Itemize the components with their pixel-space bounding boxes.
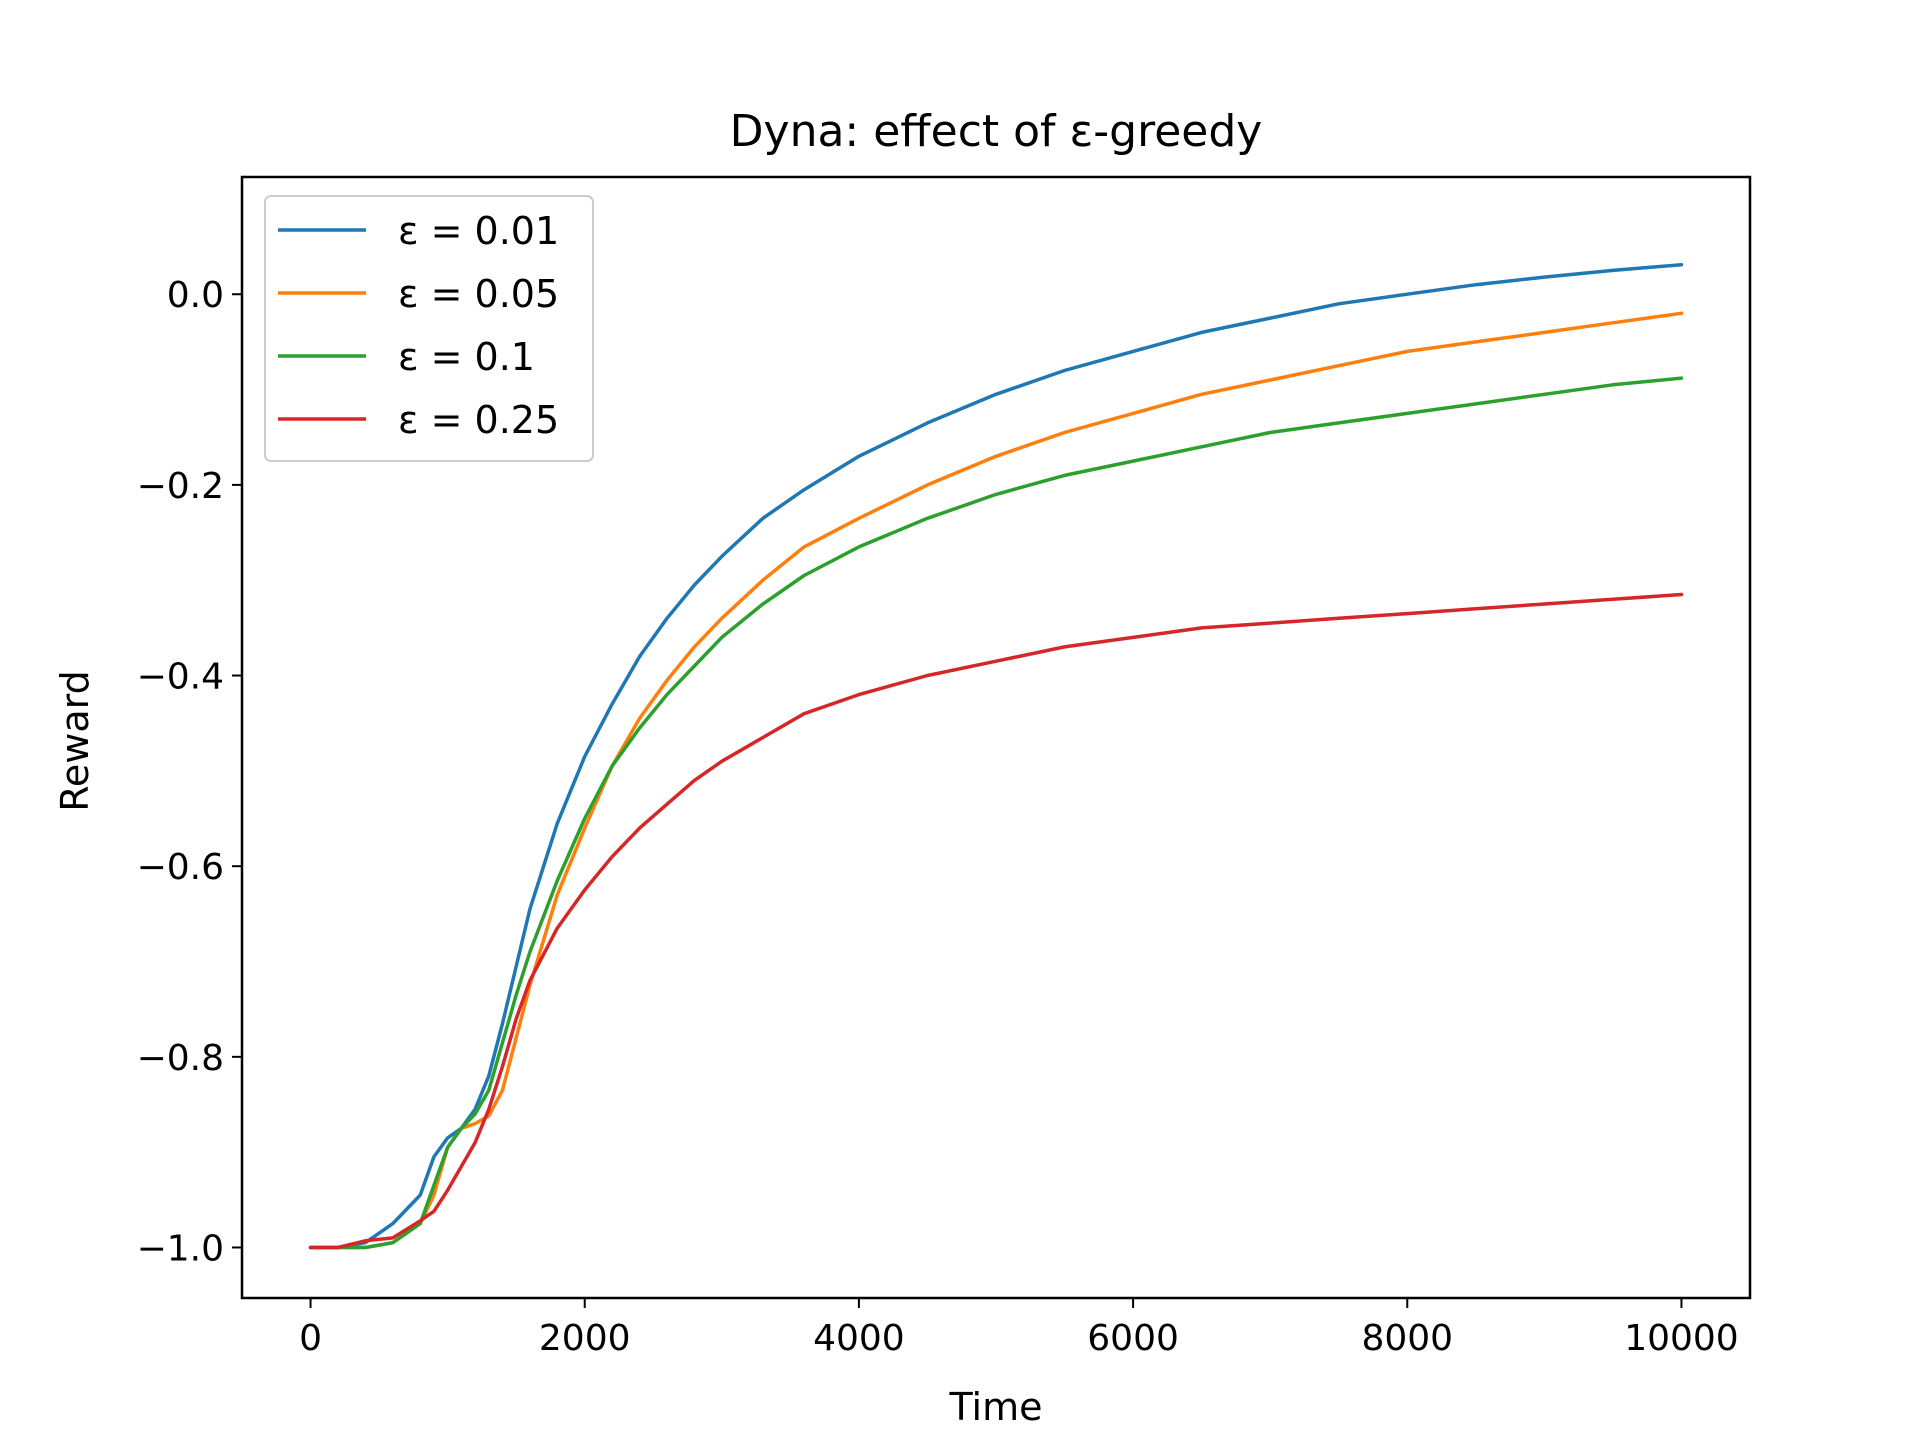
- y-tick-label: −0.4: [137, 657, 224, 698]
- x-tick-label: 8000: [1361, 1318, 1453, 1359]
- plot-lines: [308, 262, 1684, 1250]
- x-axis-label: Time: [949, 1385, 1043, 1429]
- y-tick-label: −1.0: [137, 1228, 224, 1269]
- legend-label: ε = 0.1: [398, 335, 535, 379]
- x-tick-label: 2000: [539, 1318, 631, 1359]
- y-axis-ticks: −1.0 −0.8 −0.6 −0.4 −0.2 0.0: [137, 275, 242, 1269]
- series-line-3: [308, 376, 1684, 1250]
- y-tick-label: −0.2: [137, 466, 224, 507]
- x-tick-label: 10000: [1624, 1318, 1739, 1359]
- y-tick-label: 0.0: [167, 275, 224, 316]
- y-tick-label: −0.6: [137, 847, 224, 888]
- chart-title: Dyna: effect of ε-greedy: [730, 106, 1263, 157]
- x-axis-ticks: 0 2000 4000 6000 8000 10000: [299, 1298, 1739, 1359]
- legend: ε = 0.01 ε = 0.05 ε = 0.1 ε = 0.25: [264, 195, 594, 462]
- legend-label: ε = 0.01: [398, 209, 559, 253]
- legend-entries: ε = 0.01 ε = 0.05 ε = 0.1 ε = 0.25: [278, 209, 559, 442]
- x-tick-label: 4000: [813, 1318, 905, 1359]
- series-line-4: [308, 592, 1684, 1250]
- y-axis-label: Reward: [53, 670, 97, 812]
- legend-label: ε = 0.05: [398, 272, 559, 316]
- x-tick-label: 0: [299, 1318, 322, 1359]
- y-tick-label: −0.8: [137, 1038, 224, 1079]
- legend-label: ε = 0.25: [398, 398, 559, 442]
- x-tick-label: 6000: [1087, 1318, 1179, 1359]
- series-line-1: [308, 262, 1684, 1250]
- plot-frame: [240, 175, 1752, 1300]
- legend-box: [264, 195, 594, 462]
